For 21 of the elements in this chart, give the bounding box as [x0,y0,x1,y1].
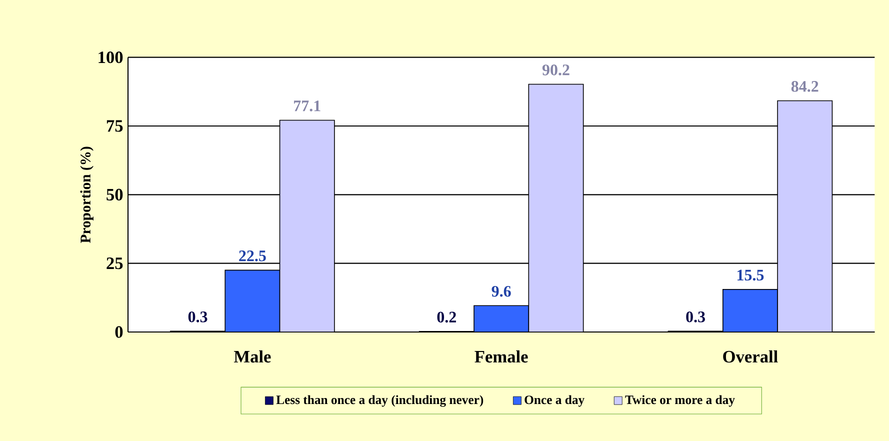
legend-label: Once a day [524,395,584,407]
legend-label: Twice or more a day [625,395,735,407]
y-tick-label: 50 [106,188,123,200]
y-tick-label: 25 [106,257,123,270]
data-label: 15.5 [737,270,764,281]
data-label: 22.5 [239,250,266,262]
data-label: 77.1 [294,100,320,112]
data-label: 84.2 [791,81,818,92]
data-label: 90.2 [542,64,570,76]
data-label: 9.6 [492,286,511,297]
x-tick-label: Overall [723,350,778,363]
y-tick-label: 0 [115,326,123,338]
data-label: 0.3 [686,311,705,322]
x-tick-label: Male [234,350,271,363]
y-tick-label: 100 [98,51,123,64]
data-label: 0.2 [437,312,456,323]
x-tick-label: Female [474,350,528,363]
y-tick-label: 75 [106,120,123,132]
y-axis-title: Proportion (%) [80,146,94,243]
data-label: 0.3 [188,311,208,322]
legend-label: Less than once a day (including never) [276,395,484,407]
